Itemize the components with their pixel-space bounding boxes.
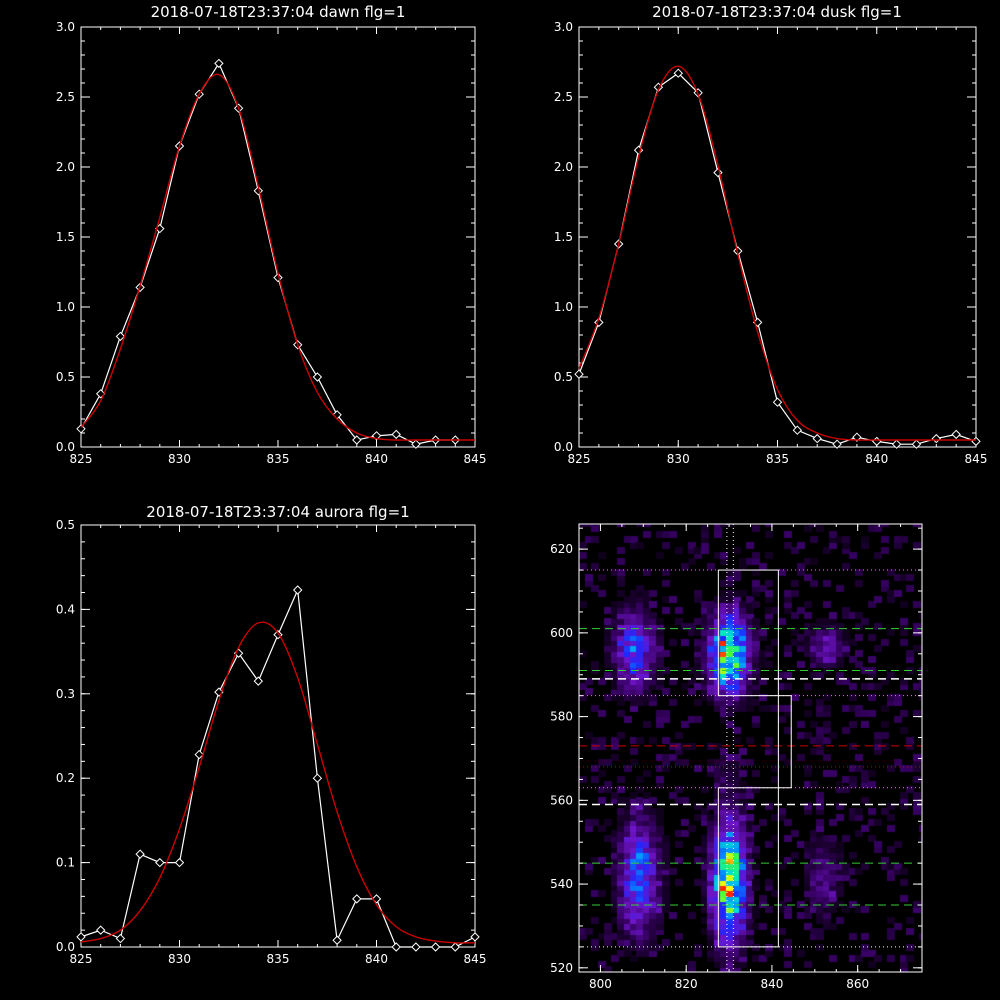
data-point-diamond	[352, 435, 362, 445]
region-box	[777, 695, 792, 789]
data-point-diamond	[574, 369, 584, 379]
data-point-diamond	[352, 894, 362, 904]
x-tick-label: 830	[168, 452, 191, 466]
x-tick-label: 845	[464, 952, 487, 966]
x-tick-label: 830	[168, 952, 191, 966]
data-point-diamond	[292, 585, 303, 595]
y-tick-label: 2.5	[554, 90, 573, 104]
dusk-title: 2018-07-18T23:37:04 dusk flg=1	[652, 3, 902, 21]
x-tick-label: 845	[464, 452, 487, 466]
data-point-diamond	[115, 331, 126, 342]
x-tick-label: 835	[267, 452, 290, 466]
y-tick-label: 0.2	[56, 771, 75, 785]
data-point-diamond	[253, 676, 264, 686]
y-tick-label: 560	[550, 793, 573, 807]
data-point-diamond	[891, 439, 902, 449]
y-tick-label: 600	[550, 626, 573, 640]
data-point-diamond	[450, 942, 461, 952]
data-point-diamond	[411, 942, 421, 952]
dawn-panel: 2018-07-18T23:37:04 dawn flg=1 825 830 835…	[56, 3, 487, 466]
fit-curve	[578, 65, 976, 441]
data-point-diamond	[470, 932, 480, 942]
fit-curve	[80, 73, 475, 441]
y-tick-label: 2.0	[56, 160, 75, 174]
x-tick-label: 840	[760, 977, 783, 991]
region-box	[717, 569, 779, 697]
data-point-diamond	[673, 68, 683, 78]
y-tick-label: 0.1	[56, 856, 75, 870]
y-tick-label: 0.0	[56, 440, 75, 454]
data-point-diamond	[194, 749, 204, 760]
data-point-diamond	[391, 429, 401, 440]
y-tick-label: 520	[550, 961, 573, 975]
x-tick-label: 845	[965, 452, 988, 466]
data-point-diamond	[772, 397, 783, 407]
data-point-diamond	[312, 773, 323, 783]
data-point-diamond	[832, 439, 842, 449]
region-box	[717, 787, 779, 948]
data-point-diamond	[115, 933, 126, 944]
plot-frame	[578, 26, 977, 448]
x-tick-label: 820	[675, 977, 698, 991]
y-tick-label: 0.0	[554, 440, 573, 454]
x-tick-label: 840	[365, 952, 388, 966]
data-point-diamond	[174, 857, 185, 868]
y-tick-label: 1.0	[554, 300, 573, 314]
dusk-panel: 2018-07-18T23:37:04 dusk flg=1 825 830 835…	[554, 3, 988, 466]
x-tick-label: 800	[589, 977, 612, 991]
data-point-diamond	[214, 58, 224, 69]
x-tick-label: 840	[365, 452, 388, 466]
y-tick-label: 2.0	[554, 160, 573, 174]
data-point-diamond	[812, 433, 822, 444]
y-tick-label: 1.0	[56, 300, 75, 314]
y-tick-label: 620	[550, 542, 573, 556]
x-tick-label: 840	[865, 452, 888, 466]
data-point-diamond	[95, 925, 106, 935]
y-tick-label: 540	[550, 877, 573, 891]
plot-frame	[578, 523, 923, 973]
y-tick-label: 1.5	[56, 230, 75, 244]
data-point-diamond	[911, 439, 922, 449]
data-point-diamond	[76, 424, 86, 434]
spectral-image-panel: 800 820 840 860 520 540 560 580 600 620	[550, 523, 923, 991]
x-tick-label: 825	[568, 452, 591, 466]
y-tick-label: 2.5	[56, 90, 75, 104]
y-tick-label: 580	[550, 710, 573, 724]
data-point-diamond	[430, 942, 441, 952]
x-tick-label: 825	[70, 452, 93, 466]
plot-frame	[80, 26, 476, 448]
fit-curve	[80, 621, 476, 944]
y-tick-label: 0.5	[56, 518, 75, 532]
plot-frame	[80, 524, 476, 948]
data-point-diamond	[852, 432, 862, 442]
data-point-diamond	[332, 935, 342, 945]
data-point-diamond	[135, 849, 145, 859]
y-tick-label: 0.3	[56, 687, 75, 701]
data-point-diamond	[411, 439, 421, 449]
x-tick-label: 830	[667, 452, 690, 466]
y-tick-label: 0.0	[56, 940, 75, 954]
x-tick-label: 860	[846, 977, 869, 991]
x-tick-label: 835	[766, 452, 789, 466]
y-tick-label: 0.5	[56, 370, 75, 384]
y-tick-label: 0.5	[554, 370, 573, 384]
data-point-diamond	[951, 429, 961, 440]
x-tick-label: 835	[267, 952, 290, 966]
data-point-diamond	[391, 942, 401, 952]
intensity-image	[579, 524, 922, 972]
y-tick-label: 3.0	[554, 20, 573, 34]
dawn-title: 2018-07-18T23:37:04 dawn flg=1	[151, 3, 406, 21]
y-tick-label: 1.5	[554, 230, 573, 244]
y-tick-label: 0.4	[56, 602, 75, 616]
y-tick-label: 3.0	[56, 20, 75, 34]
data-point-diamond	[76, 932, 86, 942]
data-point-diamond	[312, 372, 323, 382]
data-point-diamond	[792, 425, 803, 435]
aurora-panel: 2018-07-18T23:37:04 aurora flg=1 825 830 8…	[56, 503, 487, 966]
data-point-diamond	[155, 857, 165, 868]
aurora-title: 2018-07-18T23:37:04 aurora flg=1	[146, 503, 409, 521]
x-tick-label: 825	[70, 952, 93, 966]
